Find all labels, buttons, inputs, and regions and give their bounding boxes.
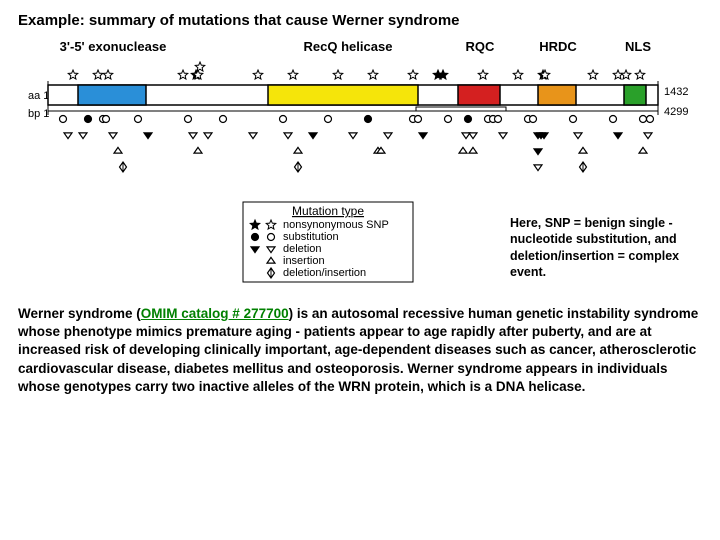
svg-text:bp 1: bp 1 (28, 108, 49, 120)
svg-text:insertion: insertion (283, 255, 325, 267)
body-pre: Werner syndrome ( (18, 306, 141, 321)
svg-text:Mutation type: Mutation type (292, 204, 364, 218)
svg-text:aa 1: aa 1 (28, 90, 49, 102)
svg-text:NLS: NLS (625, 39, 651, 54)
svg-text:deletion: deletion (283, 243, 322, 255)
svg-text:substitution: substitution (283, 231, 339, 243)
body-paragraph: Werner syndrome (OMIM catalog # 277700) … (18, 305, 702, 396)
svg-text:HRDC: HRDC (539, 39, 577, 54)
svg-text:RecQ helicase: RecQ helicase (304, 39, 393, 54)
svg-text:4299: 4299 (664, 106, 688, 118)
svg-text:nonsynonymous SNP: nonsynonymous SNP (283, 219, 389, 231)
svg-text:3'-5' exonuclease: 3'-5' exonuclease (60, 39, 167, 54)
svg-text:RQC: RQC (466, 39, 496, 54)
svg-text:deletion/insertion: deletion/insertion (283, 267, 366, 279)
mutation-diagram: 3'-5' exonuclease RecQ helicase RQC HRDC NLS… (18, 37, 702, 287)
side-caption: Here, SNP = benign single -nucleotide su… (510, 215, 692, 280)
page-title: Example: summary of mutations that cause… (18, 12, 702, 29)
omim-link[interactable]: OMIM catalog # 277700 (141, 306, 289, 321)
svg-text:1432: 1432 (664, 86, 688, 98)
